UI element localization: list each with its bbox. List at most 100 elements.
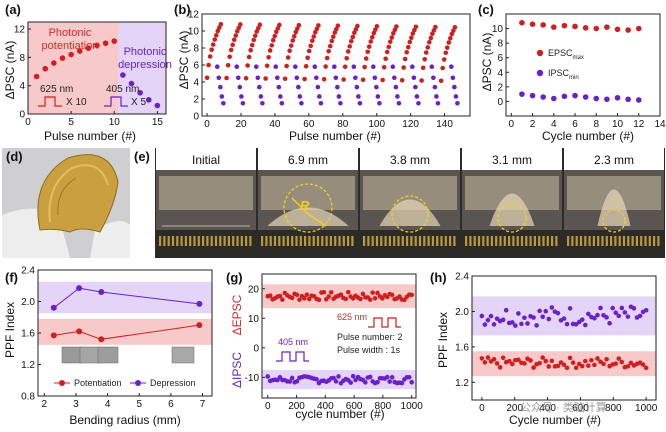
potentiation-point	[441, 57, 447, 62]
depression-point	[351, 64, 357, 69]
depression-point	[76, 285, 83, 292]
potentiation-point	[329, 38, 335, 44]
depression-point	[219, 94, 225, 99]
epsc-max-point	[593, 25, 600, 32]
connector-pin	[321, 236, 324, 246]
connector-pin	[261, 236, 264, 246]
connector-pin	[388, 236, 391, 246]
depression-point	[604, 315, 609, 320]
y-axis-label-a: ΔPSC (nA)	[3, 41, 17, 100]
potentiation-point	[444, 45, 450, 50]
ipsc-min-point	[540, 94, 546, 100]
depression-point	[395, 94, 400, 99]
potentiation-point	[85, 45, 92, 51]
legend-potentiation-label: Potentiation	[74, 378, 122, 388]
connector-pin	[427, 236, 430, 246]
potentiation-point	[323, 64, 328, 69]
y-tick-label: 1.6	[455, 342, 469, 353]
depression-point	[377, 100, 382, 106]
connector-pin	[316, 236, 320, 246]
potentiation-point	[537, 360, 542, 366]
connector-pin	[401, 236, 404, 246]
x-tick-label: 10	[612, 119, 624, 130]
connector-pin	[529, 236, 532, 246]
x-tick-label: 5	[136, 399, 142, 410]
panel-e: (e) Initial 6.9 mm R 3.8 mm 3.1 mm 2.3 mm	[134, 148, 665, 258]
potentiation-point	[94, 42, 100, 49]
potentiation-point	[290, 38, 296, 43]
depression-point	[336, 94, 342, 99]
panel-b: (b) 0 20 40 60 80 100 120 140 0 2 4 6 8 10 12 Pulse nu…	[174, 2, 471, 143]
potentiation-point	[291, 33, 297, 39]
connector-pin	[206, 236, 209, 246]
depression-point	[525, 321, 530, 326]
potentiation-point	[210, 42, 216, 47]
thumb-6-9mm	[171, 346, 195, 364]
depression-point	[452, 84, 457, 90]
repeat-red-label: X 10	[66, 97, 87, 108]
potentiation-point	[413, 24, 419, 30]
depression-point	[488, 313, 494, 319]
depression-point	[643, 307, 649, 313]
bent-device-thumbnails	[61, 346, 195, 364]
connector-pin	[342, 236, 345, 246]
connector-pin	[210, 236, 213, 246]
bending-frames: Initial 6.9 mm R 3.8 mm 3.1 mm 2.3 mm	[156, 148, 664, 258]
connector-pin	[367, 236, 370, 246]
data-points-c	[519, 19, 642, 103]
connector-pin	[555, 236, 558, 246]
x-tick-label: 4	[105, 399, 111, 410]
depression-point	[610, 305, 615, 311]
ipsc-point	[287, 379, 293, 384]
potentiation-point	[306, 48, 312, 54]
depression-point	[534, 323, 539, 328]
depression-point	[312, 64, 318, 69]
depression-point	[315, 84, 321, 90]
connector-pin	[249, 236, 252, 246]
epsc-point	[409, 292, 414, 298]
connector-pin	[567, 236, 570, 246]
x-tick-label: 6	[572, 119, 578, 130]
thumb-3-1mm	[79, 346, 101, 364]
connector-pin	[245, 236, 248, 246]
data-series-f	[50, 285, 203, 343]
depression-point	[218, 84, 223, 90]
y-tick-label: 0	[193, 112, 199, 123]
y-tick-label: 0	[497, 97, 503, 108]
axis-ticks-a: 0 5 10 15 0 4 8 12	[14, 25, 163, 128]
potentiation-point	[243, 75, 249, 81]
epsc-point	[297, 297, 302, 302]
potentiation-point	[404, 49, 410, 55]
connector-pin	[597, 236, 600, 246]
x-tick-label: 20	[235, 119, 247, 130]
x-tick-label: 15	[152, 117, 164, 128]
depression-point	[332, 64, 337, 69]
depression-point	[479, 313, 485, 319]
x-tick-label: 80	[337, 119, 349, 130]
connector-pin	[495, 236, 498, 246]
ipsc-min-point	[604, 96, 610, 103]
depression-point	[297, 94, 303, 99]
legend-marker-ipsc	[536, 69, 544, 77]
depression-point	[410, 64, 415, 69]
x-tick-label: 100	[368, 119, 385, 130]
potentiation-point	[218, 21, 224, 27]
connector-pin	[282, 236, 285, 246]
x-tick-label: 1000	[635, 403, 658, 414]
y-tick-label: 2.4	[455, 272, 469, 283]
depression-point	[375, 94, 381, 99]
y-tick-label: 1.2	[21, 360, 35, 371]
depression-point	[258, 94, 264, 99]
depression-point	[154, 102, 161, 109]
connector-pin	[622, 236, 626, 246]
depression-point	[128, 80, 135, 87]
potentiation-point	[42, 65, 49, 72]
panel-f: (f) 2 3 4 5 6 7 0.8 1.2 1.6 2.0 2.4 Potentiation D…	[3, 266, 213, 427]
potentiation-point	[68, 51, 74, 58]
connector-pin	[269, 236, 272, 246]
potentiation-point	[433, 24, 438, 30]
potentiation-point	[257, 22, 263, 28]
legend-marker-epsc	[536, 49, 544, 57]
